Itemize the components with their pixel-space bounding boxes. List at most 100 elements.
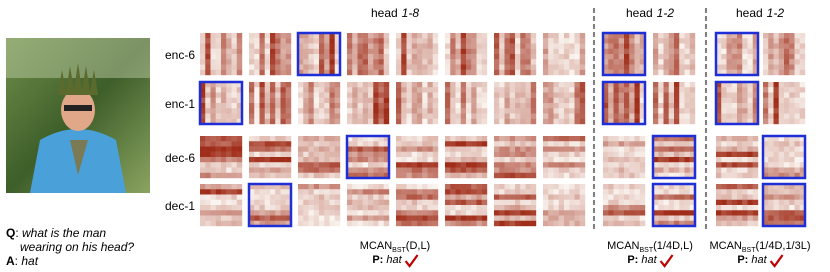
heatmap-cell — [742, 38, 747, 43]
heatmap-cell — [510, 98, 515, 103]
heatmap-cell — [456, 157, 461, 162]
heatmap-cell — [569, 200, 574, 205]
heatmap-cell — [658, 44, 663, 49]
heatmap-cell — [407, 114, 412, 119]
heatmap-cell — [554, 49, 559, 54]
heatmap-cell — [281, 162, 286, 167]
heatmap-cell — [619, 216, 624, 221]
heatmap-cell — [580, 216, 585, 221]
heatmap-cell — [314, 44, 319, 49]
heatmap-cell — [249, 59, 254, 64]
heatmap-cell — [270, 195, 275, 200]
heatmap-cell — [575, 195, 580, 200]
heatmap-cell — [330, 44, 335, 49]
heatmap-cell — [569, 108, 574, 113]
heatmap-cell — [428, 44, 433, 49]
heatmap-cell — [407, 103, 412, 108]
heatmap-cell — [309, 147, 314, 152]
heatmap-cell — [629, 54, 634, 59]
heatmap-cell — [309, 162, 314, 167]
heatmap-cell — [575, 103, 580, 108]
heatmap-cell — [363, 65, 368, 70]
heatmap-cell — [379, 49, 384, 54]
heatmap-cell — [433, 141, 438, 146]
heatmap-cell — [260, 59, 265, 64]
heatmap-cell — [664, 141, 669, 146]
heatmap-cell — [779, 168, 784, 173]
heatmap-cell — [260, 114, 265, 119]
heatmap-cell — [669, 87, 674, 92]
heatmap-cell — [575, 44, 580, 49]
heatmap-cell — [685, 162, 690, 167]
heatmap-cell — [211, 54, 216, 59]
heatmap-cell — [685, 200, 690, 205]
heatmap-cell — [319, 87, 324, 92]
heatmap-cell — [384, 44, 389, 49]
heatmap-cell — [800, 82, 805, 87]
heatmap-cell — [450, 59, 455, 64]
heatmap-cell — [685, 205, 690, 210]
heatmap-cell — [727, 49, 732, 54]
heatmap-cell — [619, 136, 624, 141]
heatmap-cell — [221, 210, 226, 215]
heatmap-cell — [330, 65, 335, 70]
heatmap-cell — [679, 44, 684, 49]
heatmap-cell — [422, 54, 427, 59]
heatmap-cell — [249, 44, 254, 49]
heatmap-cell — [520, 205, 525, 210]
heatmap-cell — [559, 152, 564, 157]
heatmap-cell — [543, 119, 548, 124]
heatmap-cell — [358, 162, 363, 167]
heatmap-cell — [800, 93, 805, 98]
heatmap-cell — [569, 184, 574, 189]
heatmap-cell — [324, 49, 329, 54]
heatmap-cell — [200, 136, 205, 141]
heatmap-cell — [363, 108, 368, 113]
heatmap-cell — [352, 54, 357, 59]
heatmap-cell — [619, 147, 624, 152]
heatmap-cell — [407, 147, 412, 152]
heatmap-cell — [664, 93, 669, 98]
heatmap-cell — [575, 173, 580, 178]
heatmap-cell — [368, 54, 373, 59]
heatmap-cell — [401, 82, 406, 87]
heatmap-cell — [543, 157, 548, 162]
heatmap-cell — [324, 54, 329, 59]
heatmap-cell — [379, 38, 384, 43]
heatmap-cell — [554, 157, 559, 162]
heatmap-cell — [569, 216, 574, 221]
heatmap-cell — [298, 82, 303, 87]
heatmap-cell — [275, 108, 280, 113]
heatmap-cell — [640, 195, 645, 200]
row-label: dec-6 — [165, 151, 195, 165]
heatmap-cell — [515, 98, 520, 103]
heatmap-cell — [450, 82, 455, 87]
heatmap-cell — [335, 87, 340, 92]
heatmap-cell — [520, 210, 525, 215]
heatmap-cell — [526, 162, 531, 167]
heatmap-cell — [347, 38, 352, 43]
heatmap-cell — [368, 98, 373, 103]
heatmap-cell — [205, 184, 210, 189]
heatmap-cell — [669, 195, 674, 200]
heatmap-cell — [417, 93, 422, 98]
heatmap-cell — [433, 59, 438, 64]
heatmap-cell — [505, 44, 510, 49]
heatmap-cell — [564, 168, 569, 173]
heatmap-cell — [494, 210, 499, 215]
heatmap-cell — [471, 82, 476, 87]
heatmap-cell — [358, 87, 363, 92]
heatmap-cell — [379, 33, 384, 38]
heatmap-cell — [347, 195, 352, 200]
heatmap-cell — [373, 168, 378, 173]
heatmap-cell — [779, 210, 784, 215]
heatmap-cell — [742, 184, 747, 189]
heatmap-cell — [690, 59, 695, 64]
heatmap-cell — [373, 65, 378, 70]
heatmap-cell — [232, 38, 237, 43]
heatmap-cell — [265, 157, 270, 162]
heatmap-cell — [564, 162, 569, 167]
heatmap-cell — [526, 184, 531, 189]
heatmap-cell — [428, 184, 433, 189]
heatmap-cell — [669, 38, 674, 43]
